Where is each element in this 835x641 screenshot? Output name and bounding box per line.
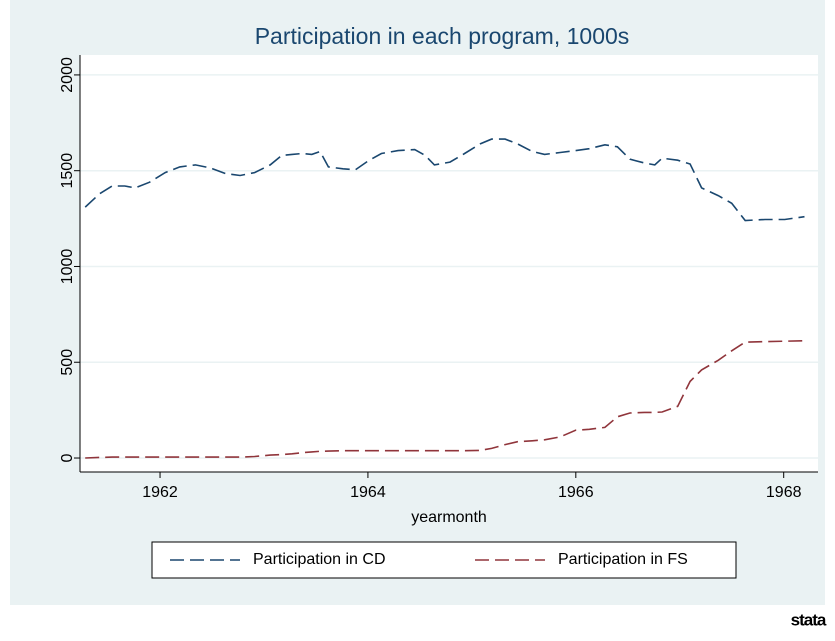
legend-label: Participation in FS: [558, 551, 688, 568]
y-tick-label: 0: [59, 453, 76, 462]
legend-box: [151, 541, 737, 579]
logo: stata: [791, 610, 827, 629]
chart-title: Participation in each program, 1000s: [255, 23, 630, 49]
x-tick-label: 1962: [142, 484, 178, 501]
series-line: [85, 340, 805, 459]
x-tick-label: 1964: [350, 484, 386, 501]
legend-label: Participation in CD: [253, 551, 386, 568]
series-line: [84, 138, 805, 222]
plot-region: [80, 55, 818, 472]
x-axis-label: yearmonth: [411, 509, 487, 526]
legend: Participation in CD Participation in FS: [170, 551, 688, 568]
x-tick-label: 1966: [558, 484, 594, 501]
y-tick-label: 500: [59, 349, 76, 376]
y-tick-label: 2000: [59, 57, 76, 93]
y-tick-label: 1000: [59, 249, 76, 285]
y-tick-label: 1500: [59, 153, 76, 189]
x-tick-label: 1968: [766, 484, 802, 501]
